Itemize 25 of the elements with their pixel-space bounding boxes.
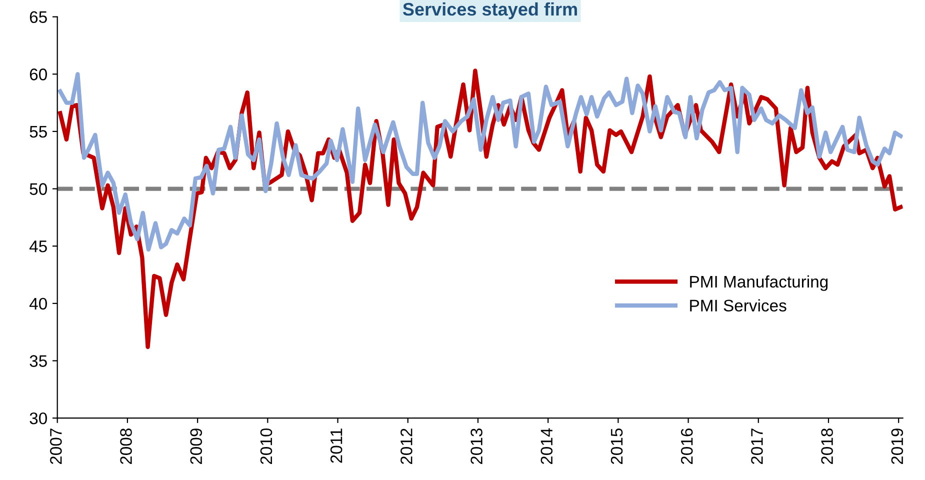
x-tick-label: 2019 — [891, 428, 904, 464]
y-tick-label: 55 — [30, 126, 47, 138]
x-tick-label: 2013 — [470, 428, 482, 464]
x-tick-label: 2015 — [610, 428, 623, 464]
x-tick-label: 2017 — [751, 428, 763, 464]
y-tick-label: 35 — [30, 355, 47, 367]
y-tick-label: 45 — [29, 240, 47, 252]
y-tick-label: 60 — [30, 68, 47, 80]
chart-title: Services stayed firm — [402, 2, 577, 20]
x-tick-label: 2010 — [260, 428, 272, 464]
y-tick-label: 65 — [30, 11, 47, 24]
x-tick-label: 2018 — [821, 428, 833, 464]
y-tick-label: 30 — [30, 412, 47, 424]
legend-label: PMI Services — [690, 299, 786, 312]
x-tick-label: 2009 — [190, 428, 202, 464]
x-tick-label: 2016 — [680, 428, 693, 464]
y-tick-label: 40 — [29, 298, 47, 310]
x-tick-label: 2011 — [330, 428, 342, 463]
x-tick-label: 2008 — [120, 428, 132, 464]
line-series — [58, 72, 903, 252]
x-tick-label: 2012 — [400, 428, 412, 464]
x-tick-label: 2014 — [540, 428, 553, 464]
x-tick-label: 2007 — [50, 428, 62, 464]
legend-label: PMI Manufacturing — [690, 275, 828, 291]
y-tick-label: 50 — [30, 183, 47, 195]
